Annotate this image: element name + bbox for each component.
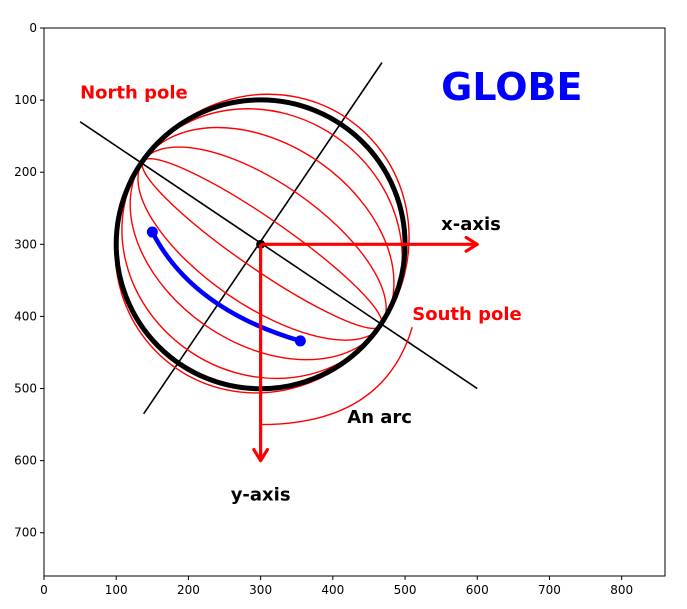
y-tick-label: 500 bbox=[14, 382, 37, 396]
axis-ticks: 0 100 200 300 400 500 600 700 800 0 100 200 300 400 50… bbox=[14, 21, 633, 597]
y-tick-label: 400 bbox=[14, 309, 37, 323]
pole-axis-line bbox=[79, 121, 478, 390]
south-pole-label: South pole bbox=[412, 304, 521, 325]
x-axis-arrow-head bbox=[464, 235, 479, 253]
y-tick-label: 100 bbox=[14, 93, 37, 107]
small-arc bbox=[260, 327, 413, 426]
y-tick-label: 300 bbox=[14, 237, 37, 251]
y-tick-label: 200 bbox=[14, 165, 37, 179]
x-tick-label: 100 bbox=[105, 583, 128, 597]
x-axis-label: x-axis bbox=[441, 214, 501, 235]
y-axis-label: y-axis bbox=[231, 484, 291, 505]
blue-arc-end-dot bbox=[294, 335, 306, 347]
plot-frame bbox=[43, 27, 666, 577]
x-tick-label: 500 bbox=[394, 583, 417, 597]
x-tick-label: 400 bbox=[321, 583, 344, 597]
y-tick-label: 700 bbox=[14, 526, 37, 540]
x-tick-label: 300 bbox=[249, 583, 272, 597]
arc-label: An arc bbox=[347, 407, 412, 428]
blue-arc bbox=[150, 231, 301, 344]
x-tick-label: 800 bbox=[610, 583, 633, 597]
equator-line bbox=[142, 62, 383, 415]
north-pole-label: North pole bbox=[80, 83, 188, 104]
title-label: GLOBE bbox=[441, 65, 582, 109]
blue-arc-start-dot bbox=[146, 226, 158, 238]
x-tick-label: 200 bbox=[177, 583, 200, 597]
y-tick-label: 0 bbox=[29, 21, 37, 35]
x-tick-label: 700 bbox=[538, 583, 561, 597]
y-axis-arrow-head bbox=[252, 447, 270, 463]
x-tick-label: 0 bbox=[40, 583, 48, 597]
y-tick-label: 600 bbox=[14, 454, 37, 468]
diagram-marks: GLOBE North pole South pole x-axis y-axis An … bbox=[79, 62, 582, 505]
plot-area: GLOBE North pole South pole x-axis y-axis An … bbox=[43, 27, 666, 577]
x-tick-label: 600 bbox=[466, 583, 489, 597]
